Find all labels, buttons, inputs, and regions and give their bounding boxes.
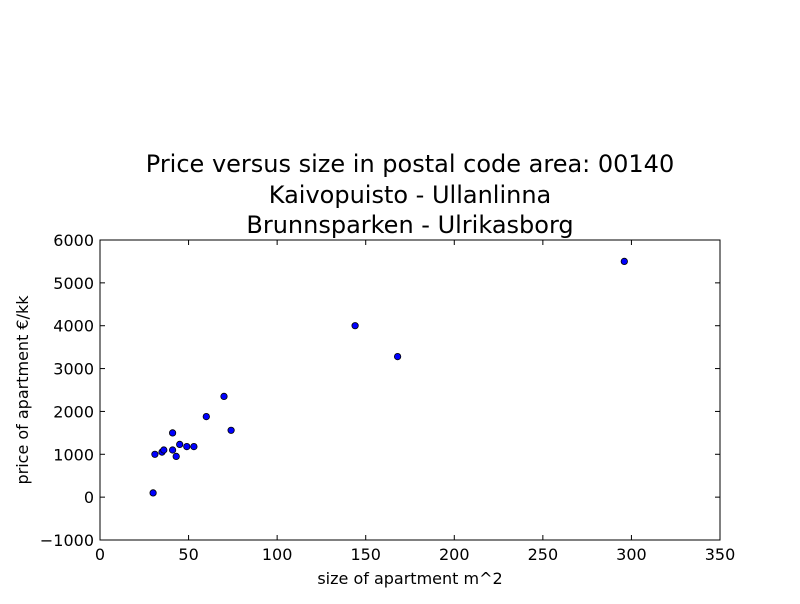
chart-title-line-3: Brunnsparken - Ulrikasborg xyxy=(246,211,573,239)
data-point xyxy=(620,257,628,265)
data-point xyxy=(149,489,157,497)
x-tick-label: 150 xyxy=(350,545,381,564)
x-tick-label: 350 xyxy=(705,545,736,564)
x-tick-label: 250 xyxy=(528,545,559,564)
data-point xyxy=(169,429,177,437)
x-axis-label: size of apartment m^2 xyxy=(317,569,502,588)
x-tick-label: 200 xyxy=(439,545,470,564)
y-tick-label: 6000 xyxy=(53,231,94,250)
y-axis-label: price of apartment €/kk xyxy=(13,295,32,485)
chart-title-line-1: Price versus size in postal code area: 0… xyxy=(146,150,674,178)
y-tick-label: 2000 xyxy=(53,402,94,421)
data-point xyxy=(227,426,235,434)
y-tick-label: −1000 xyxy=(40,531,94,550)
chart-title: Price versus size in postal code area: 0… xyxy=(146,150,674,239)
chart-title-line-2: Kaivopuisto - Ullanlinna xyxy=(269,181,552,209)
data-point xyxy=(183,442,191,451)
data-point xyxy=(190,442,198,451)
x-tick-label: 0 xyxy=(95,545,105,564)
x-tick-label: 100 xyxy=(262,545,293,564)
axis-ticks: 0 50 100 150 200 250 300 350−100001000200030004… xyxy=(40,231,735,564)
y-tick-label: 5000 xyxy=(53,274,94,293)
x-tick-label: 300 xyxy=(616,545,647,564)
data-point xyxy=(169,446,177,454)
data-point xyxy=(351,322,359,330)
y-tick-label: 1000 xyxy=(53,445,94,464)
y-tick-label: 0 xyxy=(84,488,94,507)
data-point xyxy=(220,392,228,400)
data-point xyxy=(172,452,180,460)
data-point xyxy=(151,450,159,458)
data-point xyxy=(176,440,184,448)
data-point xyxy=(202,412,210,421)
y-tick-label: 4000 xyxy=(53,317,94,336)
plot-frame xyxy=(99,239,721,541)
data-points xyxy=(149,257,628,497)
data-point xyxy=(393,352,402,361)
y-tick-label: 3000 xyxy=(53,360,94,379)
x-tick-label: 50 xyxy=(178,545,198,564)
data-point xyxy=(160,446,168,454)
